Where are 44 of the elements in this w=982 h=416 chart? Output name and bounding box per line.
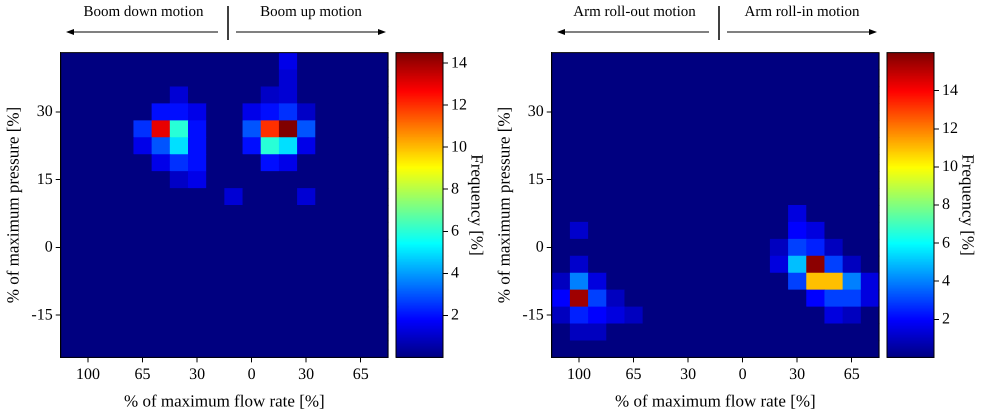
text: Boom up motion	[259, 4, 363, 21]
x-tick-label: 0	[248, 366, 256, 384]
x-tick-label: 65	[352, 366, 369, 384]
x-axis-title: % of maximum flow rate [%]	[615, 391, 816, 410]
y-tick-label: 15	[36, 170, 53, 188]
y-tick-label: 0	[44, 238, 53, 256]
y-tick-label: 30	[36, 103, 53, 120]
color-bar-label: 12	[451, 96, 467, 114]
x-tick-label: 65	[844, 366, 860, 384]
text: Arm roll-out motion	[572, 4, 697, 21]
x-tick-label: 65	[134, 366, 151, 384]
x-tick-label: 30	[189, 366, 206, 384]
color-bar-label: 2	[451, 306, 459, 324]
color-bar-label: 14	[942, 82, 958, 99]
color-bar-label: 14	[451, 54, 467, 72]
y-axis-title: % of maximum pressure [%]	[4, 106, 23, 304]
y-tick-label: -15	[31, 306, 53, 324]
color-bar-label: 4	[451, 264, 459, 282]
x-tick-label: 30	[789, 366, 806, 384]
color-bar-title: Frequency [%]	[958, 154, 978, 256]
x-tick-label: 100	[567, 366, 591, 384]
color-bar-label: 8	[451, 180, 459, 198]
x-tick-label: 30	[680, 366, 696, 384]
color-bar-title: Frequency [%]	[467, 154, 486, 256]
color-bar-label: 6	[451, 222, 459, 240]
text: Arm roll-in motion	[744, 4, 860, 21]
y-tick-label: 0	[536, 238, 544, 256]
x-tick-label: 100	[76, 366, 100, 384]
color-bar-label: 12	[942, 120, 958, 138]
y-tick-label: 30	[528, 103, 544, 120]
color-bar-label: 6	[942, 234, 950, 252]
y-tick-label: 15	[528, 170, 544, 188]
color-bar-label: 8	[942, 196, 950, 214]
text: Boom down motion	[82, 4, 204, 21]
x-tick-label: 65	[626, 366, 642, 384]
color-bar-label: 10	[451, 138, 467, 156]
color-bar-label: 4	[942, 272, 950, 290]
x-tick-label: 30	[298, 366, 314, 384]
x-axis-title: % of maximum flow rate [%]	[124, 391, 325, 410]
color-bar-label: 10	[942, 158, 958, 176]
color-bar-label: 2	[942, 310, 950, 328]
y-tick-label: -15	[522, 306, 544, 324]
x-tick-label: 0	[738, 366, 747, 384]
y-axis-title: % of maximum pressure [%]	[494, 106, 514, 304]
